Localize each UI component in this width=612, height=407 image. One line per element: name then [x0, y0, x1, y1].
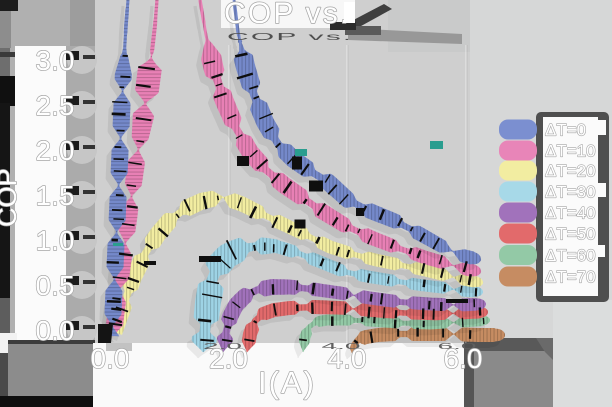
svg-text:6.0: 6.0	[444, 343, 483, 374]
svg-text:COP vs.: COP vs.	[227, 31, 353, 42]
svg-text:COP: COP	[0, 168, 22, 227]
svg-text:ΔT=60: ΔT=60	[545, 246, 596, 265]
svg-text:0.5: 0.5	[36, 270, 75, 301]
svg-text:2.5: 2.5	[36, 90, 75, 121]
svg-text:ΔT=0: ΔT=0	[545, 121, 586, 140]
svg-text:0.0: 0.0	[36, 315, 75, 346]
svg-text:0.0: 0.0	[91, 343, 130, 374]
svg-text:ΔT=10: ΔT=10	[545, 142, 596, 161]
svg-text:2.0: 2.0	[36, 135, 75, 166]
svg-text:2.0: 2.0	[203, 342, 242, 351]
svg-text:4.0: 4.0	[328, 343, 367, 374]
svg-text:4.0: 4.0	[322, 342, 361, 351]
svg-text:ΔT=40: ΔT=40	[545, 204, 596, 223]
svg-text:2.0: 2.0	[209, 343, 248, 374]
svg-text:ΔT=70: ΔT=70	[545, 268, 596, 287]
svg-text:6.0: 6.0	[438, 342, 477, 351]
svg-text:1.5: 1.5	[36, 180, 75, 211]
svg-text:1.0: 1.0	[36, 225, 75, 256]
svg-text:ΔT=30: ΔT=30	[545, 183, 596, 202]
svg-text:ΔT=50: ΔT=50	[545, 225, 596, 244]
svg-text:3.0: 3.0	[36, 45, 75, 76]
svg-text:I(A): I(A)	[258, 365, 316, 400]
svg-text:COP vs.: COP vs.	[224, 0, 351, 30]
svg-text:ΔT=20: ΔT=20	[545, 162, 596, 181]
